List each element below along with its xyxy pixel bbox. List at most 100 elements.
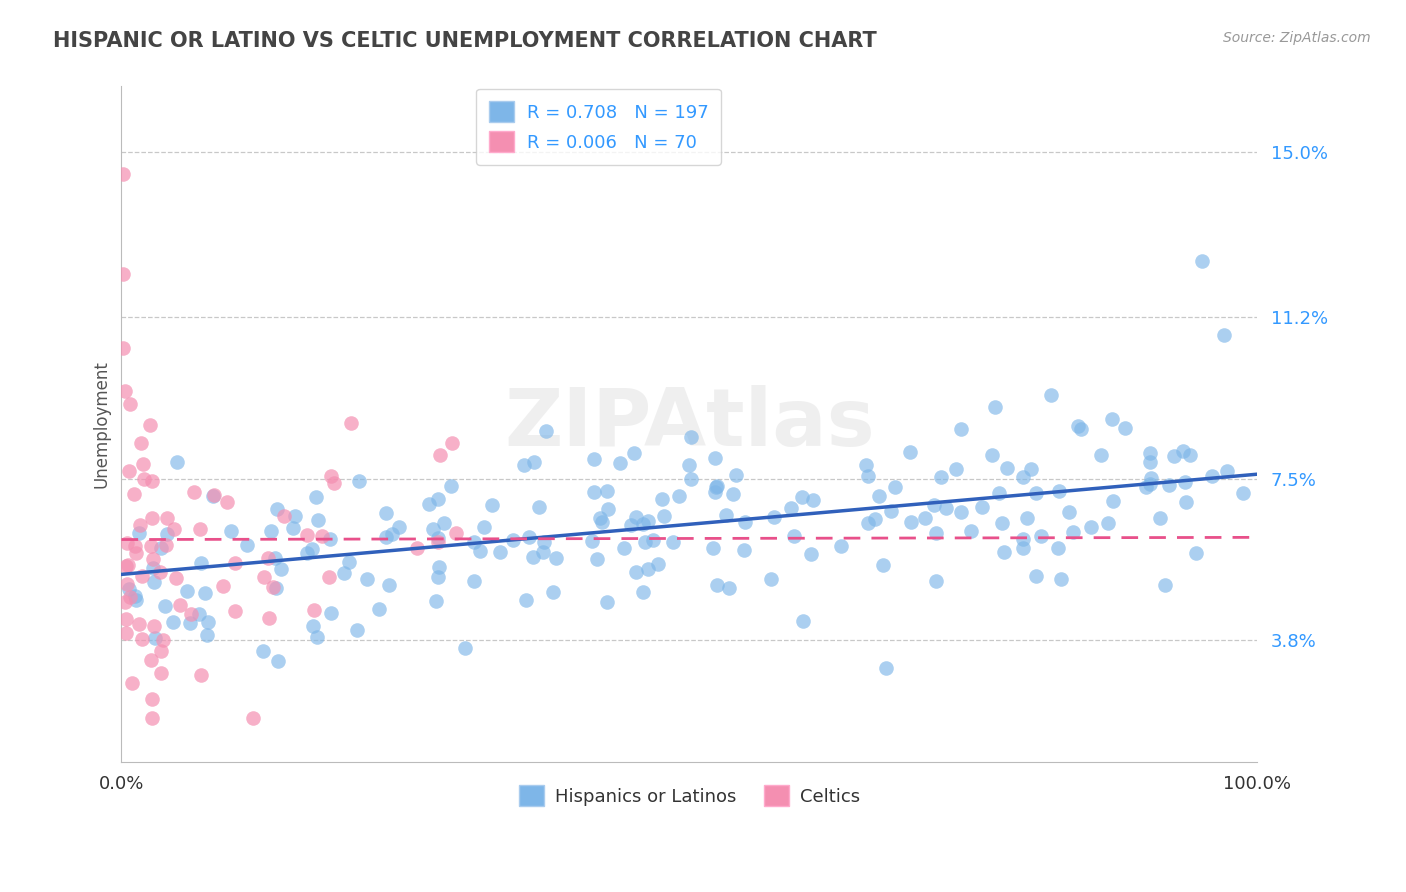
Point xyxy=(631,585,654,599)
Point xyxy=(950,505,973,519)
Point xyxy=(637,514,659,528)
Point xyxy=(463,574,485,589)
Point xyxy=(165,572,187,586)
Point xyxy=(150,643,173,657)
Point xyxy=(929,469,952,483)
Point xyxy=(117,535,139,549)
Point xyxy=(704,451,727,466)
Point xyxy=(121,676,143,690)
Point xyxy=(163,522,186,536)
Point xyxy=(262,580,284,594)
Point xyxy=(201,489,224,503)
Point xyxy=(1025,486,1047,500)
Point xyxy=(131,569,153,583)
Point xyxy=(129,518,152,533)
Point xyxy=(155,538,177,552)
Point xyxy=(856,516,879,530)
Point xyxy=(626,509,648,524)
Point xyxy=(637,562,659,576)
Point xyxy=(591,515,613,529)
Point xyxy=(307,630,329,644)
Point xyxy=(150,541,173,555)
Point xyxy=(422,522,444,536)
Point xyxy=(318,569,340,583)
Point xyxy=(405,541,427,556)
Point xyxy=(472,520,495,534)
Point xyxy=(219,524,242,538)
Point xyxy=(598,502,620,516)
Point xyxy=(1031,529,1053,543)
Point xyxy=(790,490,813,504)
Point xyxy=(1097,516,1119,531)
Point xyxy=(581,534,603,549)
Point xyxy=(995,461,1018,475)
Point xyxy=(914,511,936,525)
Point xyxy=(252,644,274,658)
Point xyxy=(544,551,567,566)
Point xyxy=(734,515,756,529)
Point xyxy=(183,485,205,500)
Point xyxy=(202,488,225,502)
Point xyxy=(418,497,440,511)
Point xyxy=(117,558,139,573)
Point xyxy=(425,593,447,607)
Point xyxy=(935,500,957,515)
Point xyxy=(302,619,325,633)
Point xyxy=(1047,484,1070,499)
Point xyxy=(780,501,803,516)
Point xyxy=(440,479,463,493)
Point xyxy=(1232,486,1254,500)
Point xyxy=(429,448,451,462)
Point xyxy=(717,581,740,595)
Point xyxy=(321,607,343,621)
Point xyxy=(267,654,290,668)
Point xyxy=(297,545,319,559)
Point xyxy=(125,593,148,607)
Point xyxy=(582,485,605,500)
Point xyxy=(527,500,550,514)
Point xyxy=(531,545,554,559)
Point xyxy=(242,711,264,725)
Point xyxy=(1139,477,1161,491)
Point xyxy=(141,711,163,725)
Point xyxy=(141,691,163,706)
Point xyxy=(114,384,136,399)
Point xyxy=(125,546,148,560)
Point xyxy=(1174,475,1197,490)
Point xyxy=(517,530,540,544)
Point xyxy=(900,515,922,529)
Point xyxy=(197,615,219,629)
Point xyxy=(724,468,747,483)
Point xyxy=(702,541,724,556)
Point xyxy=(132,457,155,471)
Point xyxy=(855,458,877,472)
Point xyxy=(681,430,703,444)
Point xyxy=(375,530,398,544)
Point xyxy=(703,484,725,499)
Point xyxy=(869,489,891,503)
Point xyxy=(1025,569,1047,583)
Point xyxy=(949,422,972,436)
Point xyxy=(134,471,156,485)
Point xyxy=(1191,253,1213,268)
Text: Source: ZipAtlas.com: Source: ZipAtlas.com xyxy=(1223,31,1371,45)
Point xyxy=(162,615,184,629)
Point xyxy=(609,456,631,470)
Point xyxy=(643,533,665,548)
Point xyxy=(332,566,354,580)
Point xyxy=(972,500,994,514)
Point xyxy=(1101,411,1123,425)
Point xyxy=(337,555,360,569)
Point xyxy=(1039,387,1062,401)
Point xyxy=(388,520,411,534)
Point xyxy=(1173,444,1195,458)
Point xyxy=(1090,448,1112,462)
Point xyxy=(623,446,645,460)
Point xyxy=(169,598,191,612)
Point xyxy=(1153,578,1175,592)
Point xyxy=(800,547,823,561)
Point xyxy=(662,534,685,549)
Point xyxy=(1017,510,1039,524)
Point xyxy=(454,640,477,655)
Point xyxy=(426,531,449,545)
